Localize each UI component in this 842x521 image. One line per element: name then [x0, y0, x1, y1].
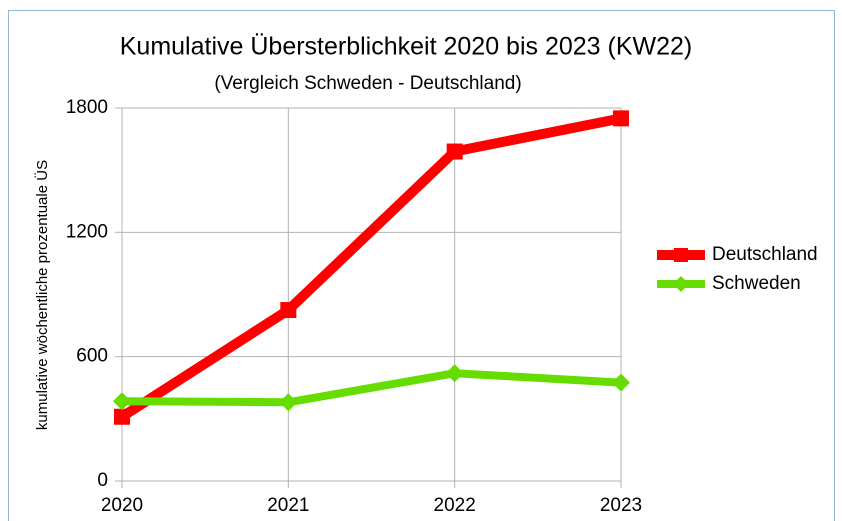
chart-border: [8, 10, 835, 521]
marker: [280, 302, 297, 319]
marker: [113, 392, 131, 411]
legend-label: Deutschland: [712, 244, 818, 265]
y-tick-label: 600: [76, 346, 108, 367]
series-line: [119, 113, 622, 421]
x-tick-label: 2021: [267, 495, 309, 516]
y-tick-label: 1200: [66, 221, 108, 242]
y-tick-label: 0: [97, 470, 108, 491]
marker: [279, 393, 298, 412]
marker: [612, 373, 630, 392]
marker: [445, 364, 464, 383]
y-tick-label: 1800: [66, 97, 108, 118]
series-line: [121, 369, 622, 407]
y-axis-label: kumulative wöchentliche prozentuale ÜS: [33, 160, 51, 430]
marker: [446, 143, 463, 160]
x-tick-label: 2023: [600, 495, 642, 516]
chart-subtitle: (Vergleich Schweden - Deutschland): [214, 73, 521, 94]
marker: [674, 248, 688, 262]
legend-label: Schweden: [712, 273, 801, 294]
marker: [673, 276, 689, 292]
x-tick-label: 2022: [434, 495, 476, 516]
marker: [613, 110, 629, 127]
chart-title: Kumulative Übersterblichkeit 2020 bis 20…: [120, 33, 693, 61]
marker: [114, 408, 130, 425]
x-tick-label: 2020: [101, 495, 143, 516]
